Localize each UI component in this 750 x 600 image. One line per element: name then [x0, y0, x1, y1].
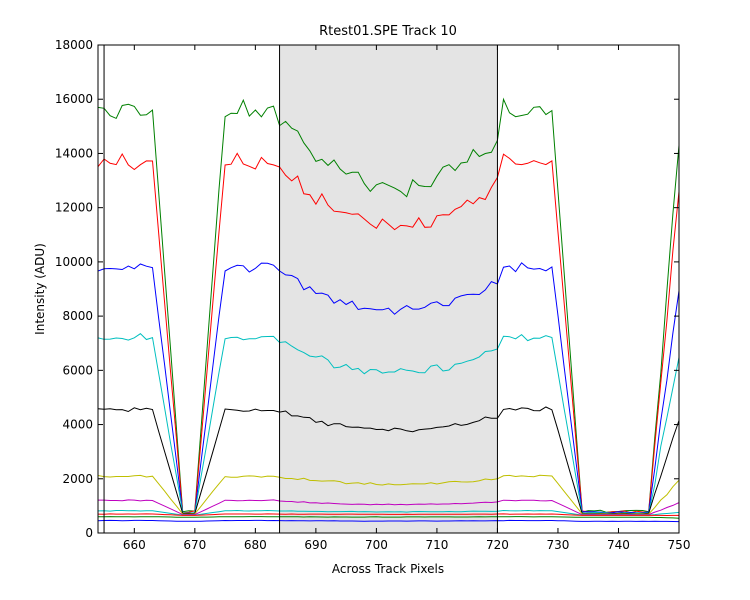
y-tick-label: 4000 [62, 418, 93, 432]
series-line-6 [98, 474, 679, 515]
y-tick-label: 0 [85, 526, 93, 540]
series-line-11 [98, 519, 679, 523]
x-tick-label: 710 [425, 538, 448, 552]
y-tick-label: 2000 [62, 472, 93, 486]
y-tick-label: 14000 [55, 146, 93, 160]
y-tick-label: 6000 [62, 363, 93, 377]
x-tick-label: 700 [365, 538, 388, 552]
y-tick-label: 8000 [62, 309, 93, 323]
x-tick-label: 660 [123, 538, 146, 552]
y-tick-label: 18000 [55, 38, 93, 52]
axes-frame [97, 44, 680, 534]
x-tick-label: 690 [304, 538, 327, 552]
x-tick-label: 670 [183, 538, 206, 552]
y-tick-label: 16000 [55, 92, 93, 106]
chart-title: Rtest01.SPE Track 10 [319, 24, 457, 39]
x-tick-label: 720 [486, 538, 509, 552]
series-line-9 [98, 513, 679, 517]
series-group [98, 97, 679, 523]
y-axis-label: Intensity (ADU) [33, 243, 47, 335]
x-tick-label: 750 [668, 538, 691, 552]
y-tick-label: 10000 [55, 255, 93, 269]
x-axis-label: Across Track Pixels [332, 562, 444, 576]
x-tick-label: 680 [244, 538, 267, 552]
x-tick-label: 740 [607, 538, 630, 552]
y-tick-label: 12000 [55, 201, 93, 215]
shaded-region [279, 45, 498, 533]
x-tick-label: 730 [547, 538, 570, 552]
series-line-10 [98, 516, 679, 519]
